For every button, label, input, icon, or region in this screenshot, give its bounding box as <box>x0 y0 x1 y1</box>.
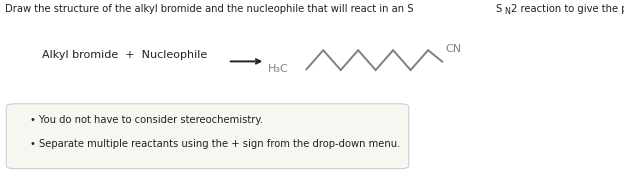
Text: Alkyl bromide  +  Nucleophile: Alkyl bromide + Nucleophile <box>42 50 208 60</box>
Text: • Separate multiple reactants using the + sign from the drop-down menu.: • Separate multiple reactants using the … <box>30 139 401 149</box>
Text: CN: CN <box>445 44 461 54</box>
Text: Draw the structure of the alkyl bromide and the nucleophile that will react in a: Draw the structure of the alkyl bromide … <box>5 4 414 14</box>
Text: N: N <box>504 7 510 16</box>
Text: 2 reaction to give the product shown.: 2 reaction to give the product shown. <box>512 4 624 14</box>
Text: • You do not have to consider stereochemistry.: • You do not have to consider stereochem… <box>30 115 263 125</box>
FancyBboxPatch shape <box>6 104 409 169</box>
Text: S: S <box>495 4 502 14</box>
Text: H₃C: H₃C <box>268 64 288 74</box>
